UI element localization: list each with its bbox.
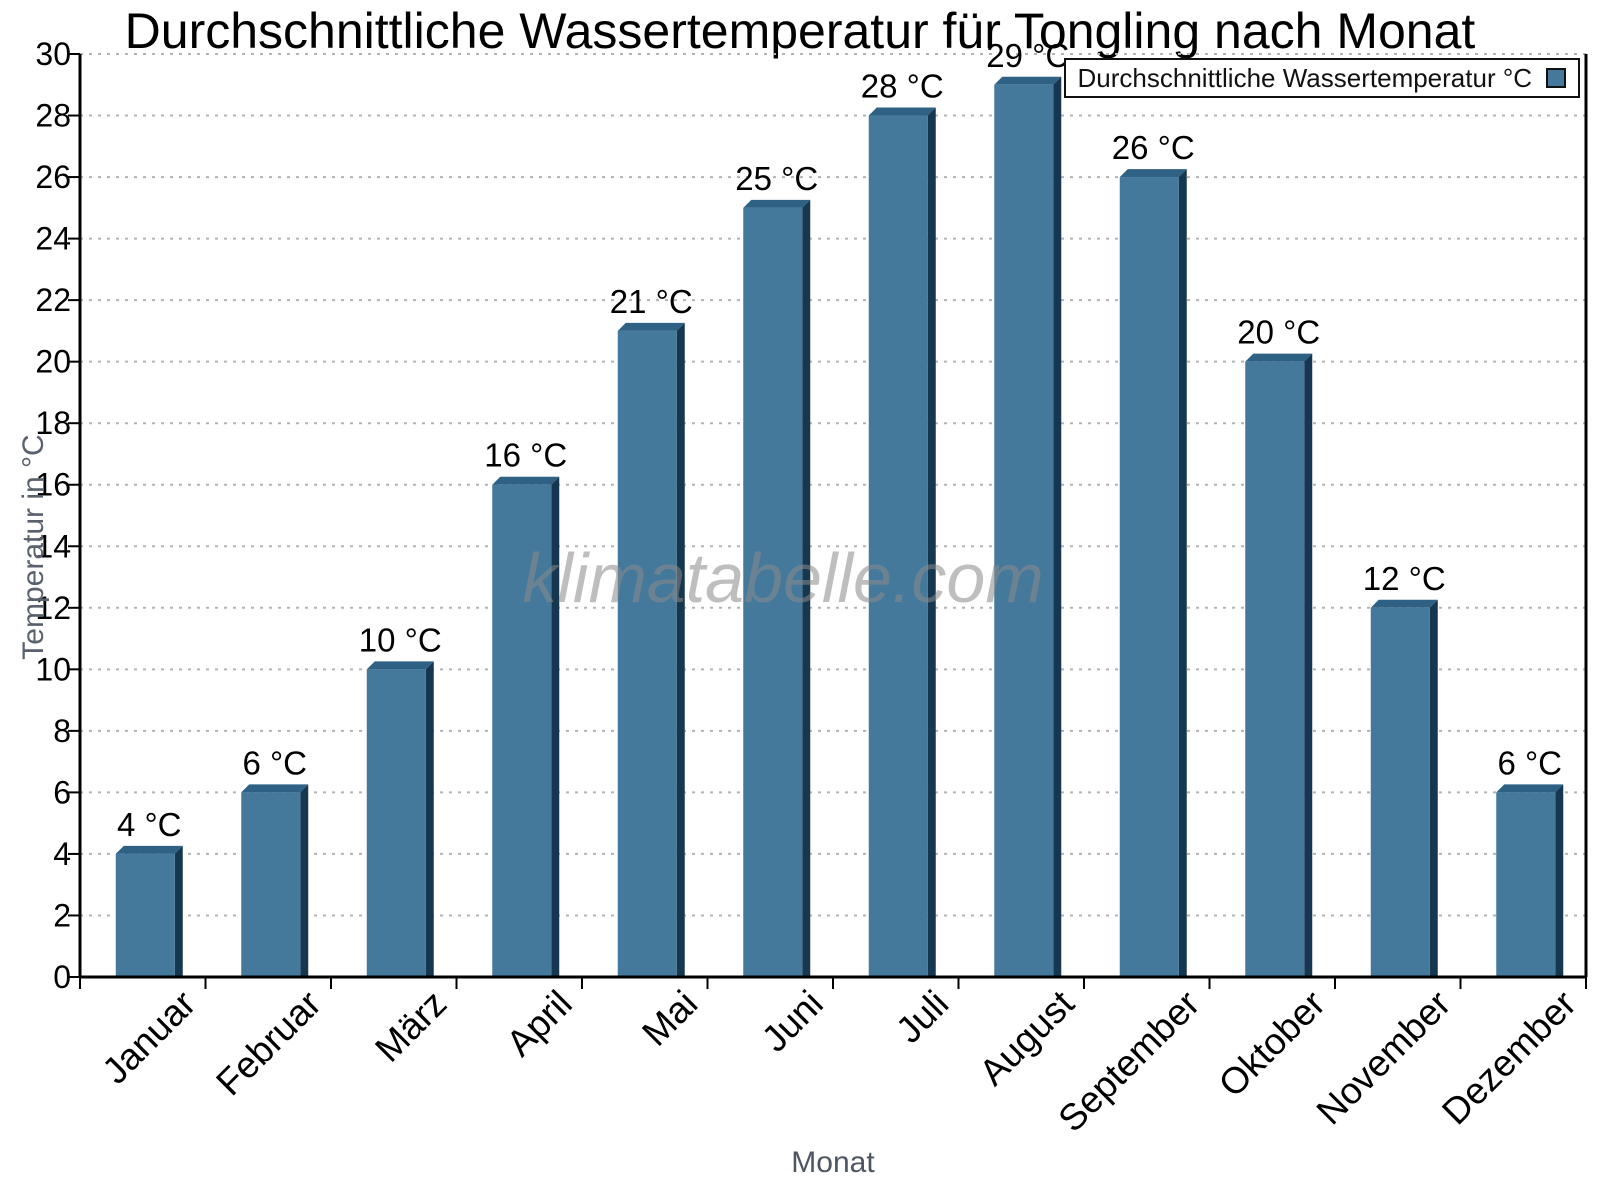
value-label-september: 26 °C	[1112, 129, 1195, 166]
value-label-mai: 21 °C	[610, 283, 693, 320]
x-tick-label-november: November	[1309, 983, 1459, 1133]
bar-juli[interactable]	[868, 107, 936, 978]
y-tick-label-18: 18	[35, 405, 71, 441]
bar-front-face	[1119, 177, 1179, 978]
y-tick-label-20: 20	[35, 344, 71, 380]
y-tick-label-28: 28	[35, 98, 71, 134]
y-tick-label-26: 26	[35, 159, 71, 195]
bar-side-face	[676, 322, 685, 977]
bar-front-face	[241, 792, 301, 977]
x-axis-title: Monat	[791, 1146, 875, 1179]
x-tick-label-januar: Januar	[94, 983, 203, 1092]
x-tick-label-april: April	[499, 983, 580, 1064]
bar-oktober[interactable]	[1245, 353, 1313, 978]
bar-top-face	[743, 199, 811, 208]
bar-side-face	[927, 107, 936, 978]
bar-side-face	[1429, 599, 1438, 977]
bar-top-face	[994, 76, 1062, 85]
bar-front-face	[1496, 792, 1556, 977]
bar-märz[interactable]	[366, 661, 434, 977]
bar-side-face	[1304, 353, 1313, 978]
bar-front-face	[617, 330, 677, 977]
bar-top-face	[1245, 353, 1313, 362]
bar-side-face	[300, 784, 309, 977]
y-tick-label-6: 6	[53, 774, 71, 810]
bar-front-face	[492, 484, 552, 977]
legend-label: Durchschnittliche Wassertemperatur °C	[1077, 62, 1532, 93]
y-tick-label-10: 10	[35, 651, 71, 687]
x-tick-label-oktober: Oktober	[1211, 983, 1333, 1105]
y-tick-label-22: 22	[35, 282, 71, 318]
x-tick-label-mai: Mai	[634, 983, 705, 1054]
bar-front-face	[115, 853, 175, 977]
legend[interactable]: Durchschnittliche Wassertemperatur °C	[1063, 58, 1580, 98]
bar-november[interactable]	[1370, 599, 1438, 977]
bar-top-face	[1119, 169, 1187, 178]
bar-juni[interactable]	[743, 199, 811, 978]
bar-april[interactable]	[492, 476, 560, 977]
x-tick-label-dezember: Dezember	[1434, 983, 1584, 1133]
y-tick-label-30: 30	[35, 36, 71, 72]
value-label-dezember: 6 °C	[1497, 744, 1562, 781]
x-tick-label-märz: März	[367, 983, 454, 1070]
bar-side-face	[551, 476, 560, 977]
x-tick-label-februar: Februar	[208, 983, 329, 1104]
bar-side-face	[425, 661, 434, 977]
bar-mai[interactable]	[617, 322, 685, 977]
value-label-august: 29 °C	[986, 37, 1069, 74]
value-label-oktober: 20 °C	[1237, 314, 1320, 351]
value-label-juni: 25 °C	[735, 160, 818, 197]
bar-front-face	[1245, 361, 1305, 978]
y-tick-label-16: 16	[35, 467, 71, 503]
bar-januar[interactable]	[115, 845, 183, 977]
y-tick-label-12: 12	[35, 590, 71, 626]
y-tick-label-0: 0	[53, 959, 71, 995]
chart-title: Durchschnittliche Wassertemperatur für T…	[124, 3, 1476, 59]
y-axis-title: Temperatur in °C	[17, 434, 50, 660]
y-tick-label-2: 2	[53, 897, 71, 933]
x-tick-label-juli: Juli	[888, 983, 956, 1051]
bar-side-face	[174, 845, 183, 977]
value-label-april: 16 °C	[484, 437, 567, 474]
bar-front-face	[743, 207, 803, 978]
x-tick-label-august: August	[971, 982, 1082, 1093]
value-label-februar: 6 °C	[242, 744, 307, 781]
value-label-januar: 4 °C	[117, 806, 182, 843]
bar-front-face	[994, 84, 1054, 978]
bar-top-face	[366, 661, 434, 670]
bar-front-face	[366, 669, 426, 977]
bar-februar[interactable]	[241, 784, 309, 977]
legend-swatch-icon	[1546, 68, 1566, 88]
bar-top-face	[617, 322, 685, 331]
bar-september[interactable]	[1119, 169, 1187, 978]
bar-front-face	[868, 115, 928, 978]
bar-top-face	[1496, 784, 1564, 793]
bar-august[interactable]	[994, 76, 1062, 978]
bar-top-face	[492, 476, 560, 485]
x-tick-label-juni: Juni	[754, 983, 831, 1060]
bar-front-face	[1370, 607, 1430, 977]
y-tick-label-24: 24	[35, 221, 71, 257]
bar-top-face	[1370, 599, 1438, 608]
bar-top-face	[115, 845, 183, 854]
bar-top-face	[241, 784, 309, 793]
value-label-november: 12 °C	[1363, 560, 1446, 597]
value-label-märz: 10 °C	[359, 621, 442, 658]
bar-side-face	[1555, 784, 1564, 977]
bar-side-face	[802, 199, 811, 978]
bar-top-face	[868, 107, 936, 116]
bar-side-face	[1178, 169, 1187, 978]
y-tick-label-4: 4	[53, 836, 71, 872]
bar-side-face	[1053, 76, 1062, 978]
y-tick-label-8: 8	[53, 713, 71, 749]
value-label-juli: 28 °C	[861, 68, 944, 105]
y-tick-label-14: 14	[35, 528, 71, 564]
bar-dezember[interactable]	[1496, 784, 1564, 977]
